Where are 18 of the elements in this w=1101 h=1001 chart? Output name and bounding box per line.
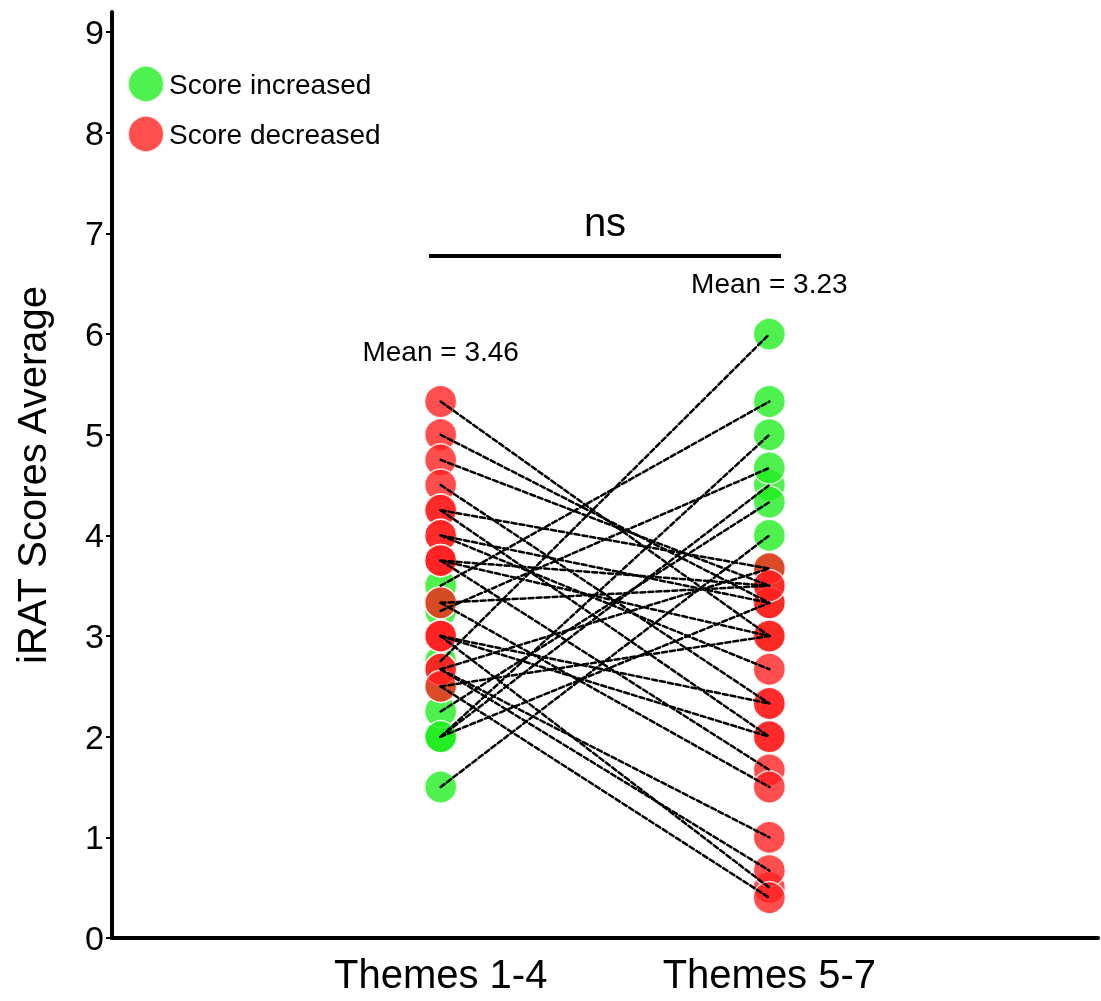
y-tick-label: 2	[85, 717, 104, 756]
y-tick-label: 7	[85, 214, 104, 253]
x-tick-label: Themes 5-7	[662, 952, 877, 996]
y-tick-label: 9	[85, 13, 104, 52]
y-tick-label: 4	[85, 516, 104, 555]
y-tick-label: 0	[85, 919, 104, 957]
y-tick-label: 1	[85, 818, 104, 857]
legend-label: Score increased	[169, 68, 372, 100]
annotation: Mean = 3.46	[362, 335, 519, 368]
y-tick-label: 5	[85, 415, 104, 454]
y-tick-label: 8	[85, 113, 104, 152]
x-tick-label: Themes 1-4	[333, 952, 548, 996]
y-tick-label: 3	[85, 617, 104, 656]
legend-label: Score decreased	[169, 118, 381, 150]
annotation: Mean = 3.23	[691, 268, 848, 301]
annotation: ns	[583, 199, 627, 245]
y-tick-label: 6	[85, 315, 104, 354]
y-axis-title: iRAT Scores Average	[10, 286, 54, 664]
